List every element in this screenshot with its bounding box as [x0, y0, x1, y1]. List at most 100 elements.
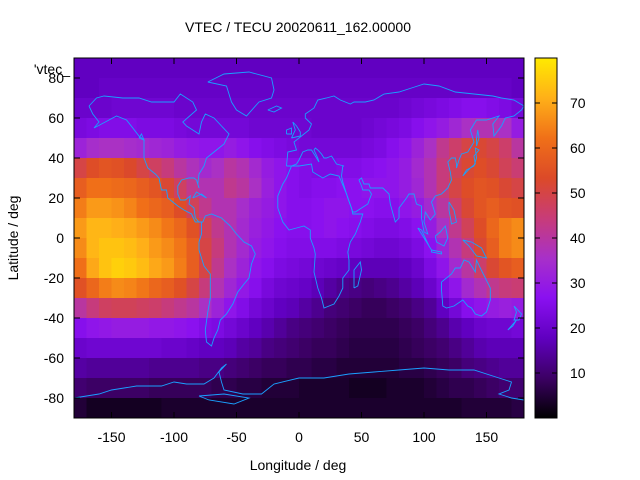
- heatmap-cell: [411, 258, 425, 279]
- heatmap-cell: [161, 58, 175, 79]
- y-tick-label: 60: [48, 110, 64, 126]
- heatmap-cell: [224, 158, 238, 179]
- heatmap-cell: [211, 98, 225, 119]
- heatmap-cell: [411, 158, 425, 179]
- heatmap-cell: [199, 298, 213, 319]
- heatmap-cell: [461, 278, 475, 299]
- heatmap-cell: [461, 258, 475, 279]
- heatmap-cell: [324, 318, 338, 339]
- heatmap-cell: [336, 198, 350, 219]
- heatmap-cell: [486, 78, 500, 99]
- coastlines: [74, 71, 524, 418]
- coastline: [448, 201, 458, 225]
- x-tick-label: 0: [295, 429, 303, 445]
- heatmap-cell: [374, 358, 388, 379]
- heatmap-cell: [511, 398, 524, 418]
- heatmap-cell: [224, 198, 238, 219]
- heatmap-cell: [374, 338, 388, 359]
- heatmap-cell: [374, 118, 388, 139]
- heatmap-cell: [211, 118, 225, 139]
- heatmap-cell: [386, 378, 400, 399]
- heatmap-cell: [336, 378, 350, 399]
- heatmap-cell: [236, 58, 250, 79]
- heatmap-cell: [411, 178, 425, 199]
- heatmap-cell: [436, 178, 450, 199]
- heatmap-cell: [486, 278, 500, 299]
- heatmap-cell: [124, 298, 138, 319]
- heatmap-cell: [486, 178, 500, 199]
- heatmap-cell: [474, 218, 488, 239]
- heatmap-cell: [211, 178, 225, 199]
- coastline: [286, 127, 292, 135]
- heatmap-cell: [86, 218, 100, 239]
- heatmap-cell: [324, 78, 338, 99]
- heatmap-cell: [111, 178, 125, 199]
- heatmap-cell: [261, 398, 275, 418]
- heatmap-cell: [274, 238, 288, 259]
- heatmap-cell: [161, 178, 175, 199]
- heatmap-cell: [199, 398, 213, 418]
- heatmap-cell: [124, 378, 138, 399]
- heatmap-cell: [174, 178, 188, 199]
- heatmap-cell: [399, 158, 413, 179]
- heatmap-cell: [74, 58, 88, 79]
- heatmap-cell: [461, 98, 475, 119]
- heatmap-cell: [449, 138, 463, 159]
- heatmap-cell: [111, 358, 125, 379]
- heatmap-cell: [86, 158, 100, 179]
- heatmap-cell: [99, 58, 113, 79]
- colorbar-ticks: 10 20 30 40 50 60 70: [535, 95, 586, 381]
- heatmap-cell: [136, 338, 150, 359]
- heatmap-cell: [286, 78, 300, 99]
- heatmap-cell: [386, 258, 400, 279]
- heatmap-cell: [461, 398, 475, 418]
- heatmap-cell: [174, 278, 188, 299]
- heatmap-cell: [236, 318, 250, 339]
- heatmap-cell: [336, 218, 350, 239]
- heatmap-cell: [236, 378, 250, 399]
- heatmap-cell: [74, 258, 88, 279]
- heatmap-cell: [436, 118, 450, 139]
- heatmap-cell: [161, 98, 175, 119]
- heatmap-cell: [461, 58, 475, 79]
- colorbar-tick-label: 50: [570, 185, 586, 201]
- heatmap-cell: [174, 138, 188, 159]
- heatmap-cell: [274, 118, 288, 139]
- heatmap-cell: [174, 238, 188, 259]
- heatmap-cell: [161, 138, 175, 159]
- heatmap-cell: [386, 138, 400, 159]
- heatmap-cell: [249, 158, 263, 179]
- heatmap-cell: [474, 58, 488, 79]
- heatmap-cell: [99, 238, 113, 259]
- heatmap-cell: [199, 138, 213, 159]
- heatmap-cell: [474, 98, 488, 119]
- heatmap-cell: [449, 278, 463, 299]
- heatmap-cell: [399, 378, 413, 399]
- heatmap-cell: [224, 398, 238, 418]
- heatmap-cell: [461, 318, 475, 339]
- heatmap-cell: [361, 98, 375, 119]
- heatmap-cell: [299, 218, 313, 239]
- heatmap-cell: [261, 238, 275, 259]
- heatmap-cell: [74, 98, 88, 119]
- heatmap-cell: [124, 138, 138, 159]
- heatmap-cell: [349, 138, 363, 159]
- heatmap-cell: [336, 398, 350, 418]
- heatmap-cell: [461, 138, 475, 159]
- heatmap-cell: [136, 398, 150, 418]
- heatmap-cell: [399, 338, 413, 359]
- heatmap-cell: [499, 338, 513, 359]
- heatmap-cell: [261, 98, 275, 119]
- heatmap-cell: [411, 318, 425, 339]
- heatmap-cell: [486, 198, 500, 219]
- heatmap-cell: [136, 358, 150, 379]
- heatmap-cell: [511, 378, 524, 399]
- heatmap-cell: [86, 198, 100, 219]
- heatmap-cell: [174, 218, 188, 239]
- heatmap-cell: [261, 278, 275, 299]
- heatmap-cell: [424, 98, 438, 119]
- heatmap-cell: [86, 378, 100, 399]
- heatmap-cell: [174, 318, 188, 339]
- heatmap-cell: [174, 98, 188, 119]
